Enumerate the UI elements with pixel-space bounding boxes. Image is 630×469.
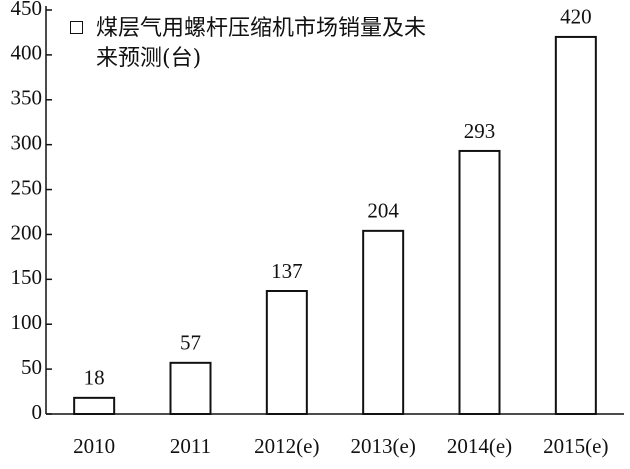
bar	[73, 396, 116, 415]
bar	[265, 290, 308, 416]
x-tick-label: 2015(e)	[543, 434, 608, 458]
y-tick-label: 0	[32, 400, 43, 424]
bar	[458, 149, 501, 415]
bar	[554, 35, 597, 416]
data-label: 57	[180, 331, 201, 355]
data-label: 204	[367, 199, 399, 223]
y-tick-label: 150	[11, 265, 43, 289]
y-tick-label: 300	[11, 130, 43, 154]
data-label: 137	[271, 259, 303, 283]
bar	[362, 229, 405, 415]
x-tick-label: 2011	[170, 434, 211, 458]
data-label: 293	[464, 119, 496, 143]
data-label: 420	[560, 5, 592, 29]
y-tick-label: 250	[11, 175, 43, 199]
y-tick-label: 350	[11, 86, 43, 110]
x-tick-label: 2010	[73, 434, 115, 458]
x-tick-label: 2014(e)	[447, 434, 512, 458]
y-tick-label: 200	[11, 220, 43, 244]
legend-swatch	[70, 21, 83, 34]
legend-label: 煤层气用螺杆压缩机市场销量及未来预测(台)	[96, 16, 427, 71]
x-tick-label: 2013(e)	[351, 434, 416, 458]
bar	[169, 361, 212, 415]
y-tick-label: 50	[21, 355, 42, 379]
y-tick-label: 450	[11, 0, 43, 20]
y-tick-label: 400	[11, 41, 43, 65]
y-tick-label: 100	[11, 310, 43, 334]
data-label: 18	[84, 366, 105, 390]
x-tick-label: 2012(e)	[254, 434, 319, 458]
